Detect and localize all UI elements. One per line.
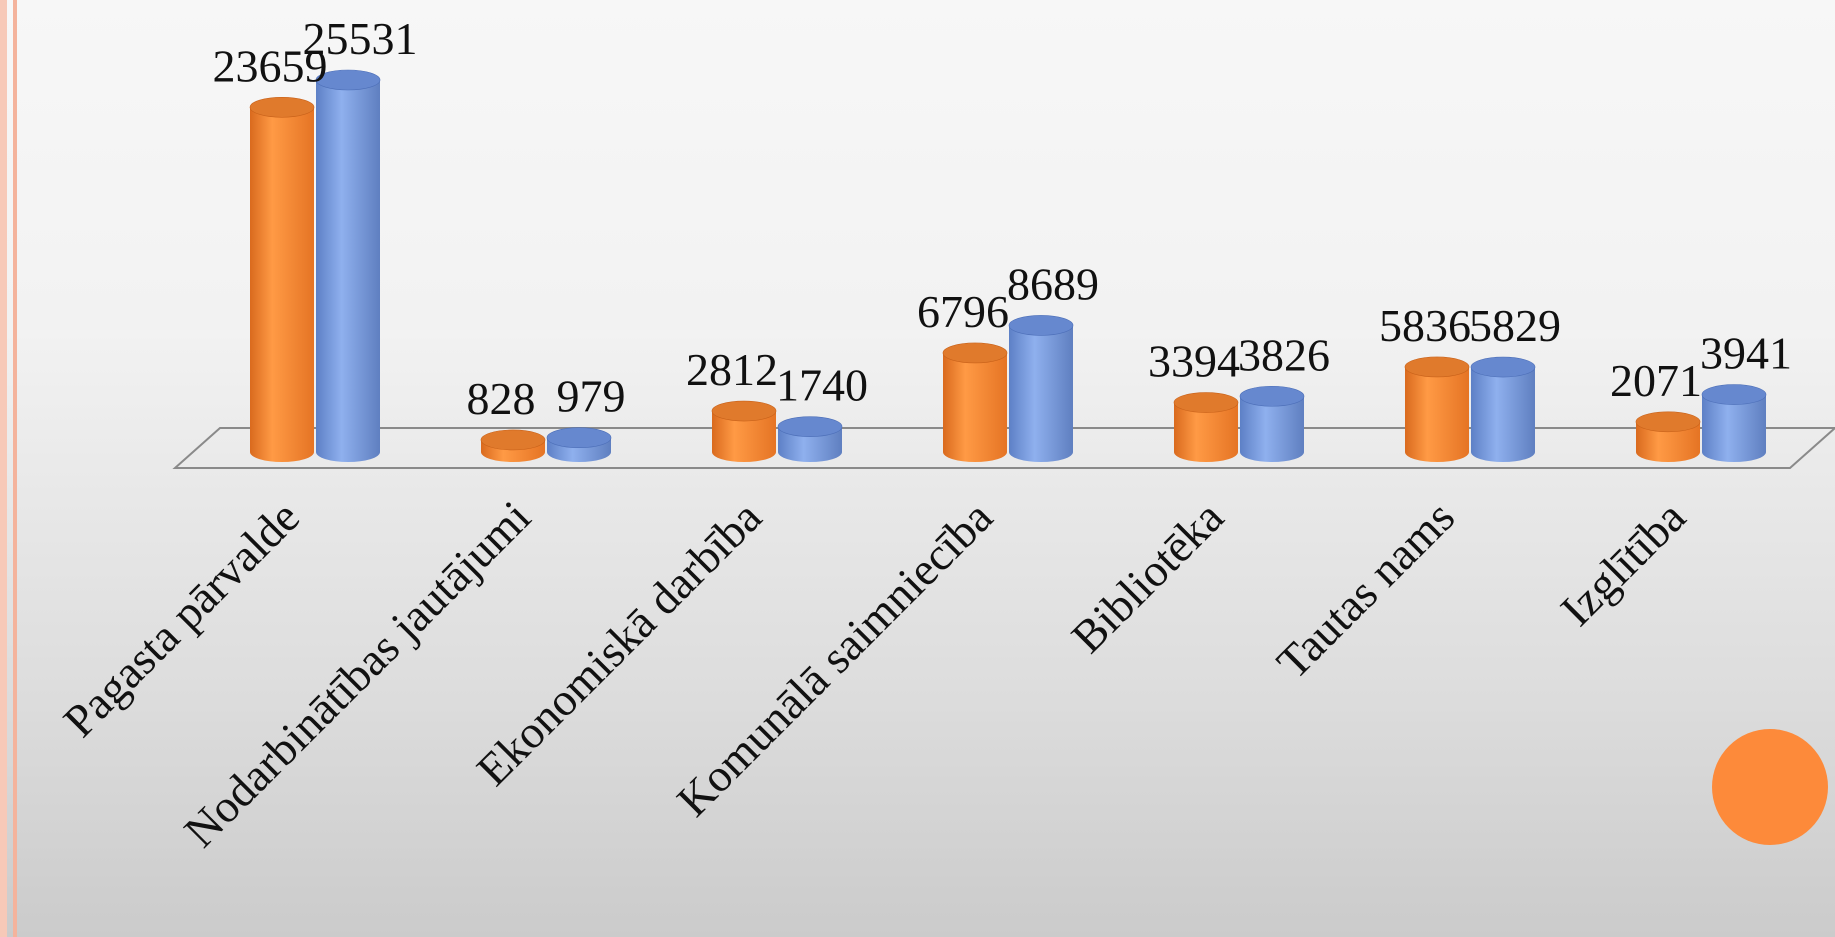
- bar-series2-3: [1009, 325, 1073, 462]
- bar-series1-6: [1636, 421, 1700, 462]
- bar-top-series1-5: [1404, 356, 1470, 378]
- category-label-5: Tautas nams: [1267, 491, 1464, 688]
- bar-top-series1-6: [1635, 411, 1701, 433]
- category-label-0: Pagasta pārvalde: [54, 491, 310, 747]
- category-label-4: Bibliotēka: [1061, 491, 1233, 663]
- bar-series1-5: [1405, 366, 1469, 462]
- bar-series1-4: [1174, 402, 1238, 462]
- value-label-series1-3: 6796: [917, 286, 1009, 337]
- bar-top-series1-3: [942, 342, 1008, 364]
- bar-top-series1-0: [249, 96, 315, 118]
- bar-series2-0: [316, 80, 380, 462]
- bar-top-series2-0: [315, 69, 381, 91]
- value-label-series1-6: 2071: [1610, 355, 1702, 406]
- value-label-series1-4: 3394: [1148, 336, 1240, 387]
- value-label-series2-3: 8689: [1007, 258, 1099, 309]
- bar-top-series1-1: [480, 429, 546, 451]
- bar-top-series1-2: [711, 400, 777, 422]
- value-label-series1-5: 5836: [1379, 300, 1471, 351]
- bar-series2-6: [1702, 394, 1766, 462]
- bar-series2-5: [1471, 367, 1535, 462]
- bar-series1-2: [712, 411, 776, 462]
- bar-series1-3: [943, 352, 1007, 462]
- bar-series2-4: [1240, 396, 1304, 462]
- bar-top-series2-3: [1008, 315, 1074, 336]
- bar-top-series1-4: [1173, 392, 1239, 413]
- bar-top-series2-1: [546, 427, 612, 449]
- category-label-6: Izglītība: [1551, 491, 1695, 635]
- chart-floor: [172, 427, 1835, 469]
- bar-top-series2-6: [1701, 384, 1767, 405]
- value-label-series2-1: 979: [557, 371, 626, 422]
- value-label-series2-4: 3826: [1238, 329, 1330, 380]
- bar-top-series2-5: [1470, 356, 1536, 378]
- bars-group: [249, 69, 1767, 463]
- bar-top-series2-2: [777, 416, 843, 437]
- slide-border-outer: [0, 0, 7, 937]
- value-label-series2-5: 5829: [1469, 300, 1561, 351]
- value-label-series2-2: 1740: [776, 360, 868, 411]
- bar-top-series2-4: [1239, 385, 1305, 407]
- chart-floor-plane: [172, 427, 1835, 469]
- value-label-series2-0: 25531: [303, 13, 418, 64]
- value-label-series1-1: 828: [467, 373, 536, 424]
- bar-series1-0: [250, 107, 314, 463]
- slide-border-inner: [13, 0, 17, 937]
- value-label-series1-0: 23659: [213, 40, 328, 91]
- value-label-series2-6: 3941: [1700, 328, 1792, 379]
- accent-circle: [1712, 729, 1828, 845]
- value-label-series1-2: 2812: [686, 344, 778, 395]
